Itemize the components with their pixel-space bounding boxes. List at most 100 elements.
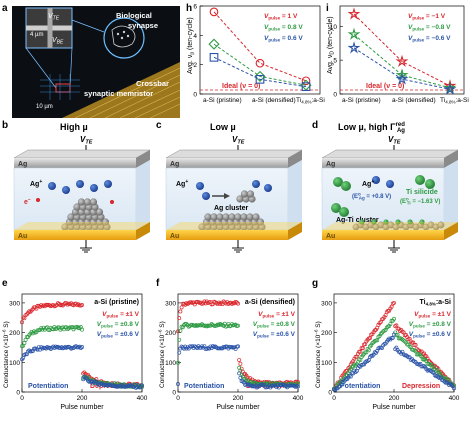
data-point bbox=[22, 341, 27, 345]
panel-b-au: Au bbox=[18, 233, 27, 240]
data-point bbox=[20, 320, 24, 325]
x-axis-label: Pulse number bbox=[60, 404, 104, 411]
scale-bar-10um: 10 µm bbox=[36, 104, 53, 110]
ti-atom bbox=[395, 219, 401, 225]
data-point bbox=[436, 370, 441, 375]
data-point bbox=[140, 383, 144, 388]
data-point bbox=[216, 346, 221, 351]
data-point bbox=[449, 383, 454, 387]
data-point bbox=[87, 379, 92, 384]
panel-d: Low µ, high Γred Ag VTE Ag Ag+ (Eo Ag = +0… bbox=[321, 122, 459, 253]
panel-c-cluster-label: Ag cluster bbox=[214, 205, 249, 212]
data-point bbox=[209, 52, 219, 62]
ground-icon bbox=[388, 247, 400, 253]
data-point bbox=[395, 72, 409, 85]
panel-label-d: d bbox=[312, 120, 318, 131]
y-tick-label: 0 bbox=[16, 390, 20, 397]
data-point bbox=[296, 381, 300, 386]
data-point bbox=[392, 316, 396, 321]
panel-e-chart: 0 100 200 300 0 200 400 Pulse number Conductance… bbox=[2, 293, 148, 411]
data-point bbox=[301, 82, 311, 92]
synapse-icon bbox=[103, 17, 145, 59]
y-tick-label: 100 bbox=[9, 360, 20, 367]
y-tick-label: 200 bbox=[165, 330, 176, 337]
x-tick-label: 200 bbox=[389, 395, 400, 402]
cluster-atom bbox=[252, 213, 260, 221]
data-point bbox=[346, 375, 351, 380]
y-tick-label: 10 bbox=[330, 24, 338, 31]
cluster-atom bbox=[246, 213, 254, 221]
cluster-atom bbox=[228, 213, 236, 221]
panel-g-chart: 0 100 200 300 0 200 400 Pulse number Conductance… bbox=[314, 293, 460, 411]
panel-d-ag-e: (Eo Ag = +0.8 V) bbox=[352, 192, 391, 201]
data-point bbox=[178, 309, 183, 314]
data-point bbox=[177, 316, 182, 321]
x-tick-label: 400 bbox=[293, 395, 304, 402]
cluster-atom bbox=[222, 213, 230, 221]
data-point bbox=[215, 346, 220, 351]
x-axis-label: Pulse number bbox=[216, 404, 260, 411]
y-axis-label: Conductance (×10−6 S) bbox=[2, 321, 11, 388]
legend-entry: Vpulse = ±1 V bbox=[414, 311, 452, 319]
legend-entry: Vpulse = 0.8 V bbox=[264, 24, 303, 32]
scale-bar-4um: 4 µm bbox=[30, 32, 43, 38]
panel-c-au: Au bbox=[170, 233, 179, 240]
panel-d-vte: VTE bbox=[388, 135, 401, 146]
panel-d-au: Au bbox=[326, 233, 335, 240]
legend-entry: Vpulse = 0.6 V bbox=[264, 35, 303, 43]
panel-h-chart: Avg. νp (ten-cycle) 0 2 4 6 Ideal (ν = 0) V… bbox=[187, 4, 325, 105]
data-point bbox=[360, 346, 365, 351]
data-point bbox=[63, 325, 68, 330]
panel-a: VTE VBE 4 µm 10 µm Biological synapse Cr… bbox=[12, 6, 181, 119]
ti-atom bbox=[383, 219, 389, 225]
cluster-atom bbox=[216, 213, 224, 221]
data-point bbox=[443, 81, 457, 94]
panel-h-ideal: Ideal (ν = 0) bbox=[222, 83, 260, 90]
ti-atom bbox=[371, 219, 377, 225]
data-point bbox=[250, 384, 255, 389]
panel-d-ti-silicide: Ti silicide bbox=[406, 189, 438, 196]
data-point bbox=[203, 346, 208, 351]
y-tick-label: 100 bbox=[165, 360, 176, 367]
data-point bbox=[274, 384, 279, 389]
material-label: a-Si (pristine) bbox=[94, 299, 139, 306]
data-point bbox=[177, 337, 182, 342]
x-tick-label: 400 bbox=[137, 395, 148, 402]
data-point bbox=[347, 7, 361, 20]
ground-icon bbox=[232, 247, 244, 253]
y-axis-label: Conductance (×10−6 S) bbox=[314, 321, 323, 388]
series-line bbox=[213, 11, 307, 82]
series-line bbox=[353, 13, 451, 87]
data-point bbox=[236, 323, 240, 328]
data-point bbox=[406, 342, 411, 347]
depression-label: Depression bbox=[402, 383, 440, 390]
data-point bbox=[23, 352, 28, 357]
data-point bbox=[254, 70, 266, 82]
legend-entry: Vpulse = −1 V bbox=[408, 13, 446, 21]
data-point bbox=[395, 54, 409, 68]
data-point bbox=[357, 349, 362, 354]
data-point bbox=[413, 342, 418, 347]
data-point bbox=[364, 350, 369, 355]
panel-i-cat-0: a-Si (pristine) bbox=[342, 97, 381, 104]
data-point bbox=[176, 329, 180, 334]
panel-b-electron-label: e− bbox=[24, 197, 31, 206]
cluster-atom bbox=[240, 190, 249, 198]
panel-i-cat-2: Ti4.8%:a-Si bbox=[440, 97, 469, 105]
legend-entry: Vpulse = 1 V bbox=[264, 13, 298, 21]
data-point bbox=[236, 344, 240, 349]
ti-atom bbox=[419, 219, 425, 225]
data-point bbox=[237, 358, 242, 363]
panel-i-ideal: Ideal (ν = 0) bbox=[366, 83, 404, 90]
panel-c: Low µ VTE Ag Ag+ Ag cluster Au bbox=[165, 122, 303, 253]
data-point bbox=[176, 360, 180, 365]
y-tick-label: 4 bbox=[193, 33, 197, 40]
panel-c-ag: Ag bbox=[170, 161, 179, 168]
panel-label-a: a bbox=[2, 3, 8, 14]
data-point bbox=[177, 350, 182, 355]
cluster-atom bbox=[77, 198, 86, 206]
x-tick-label: 200 bbox=[233, 395, 244, 402]
panel-h-cat-2: Ti4.8%:a-Si bbox=[296, 97, 325, 105]
data-point bbox=[178, 346, 183, 351]
cluster-atom bbox=[240, 213, 248, 221]
